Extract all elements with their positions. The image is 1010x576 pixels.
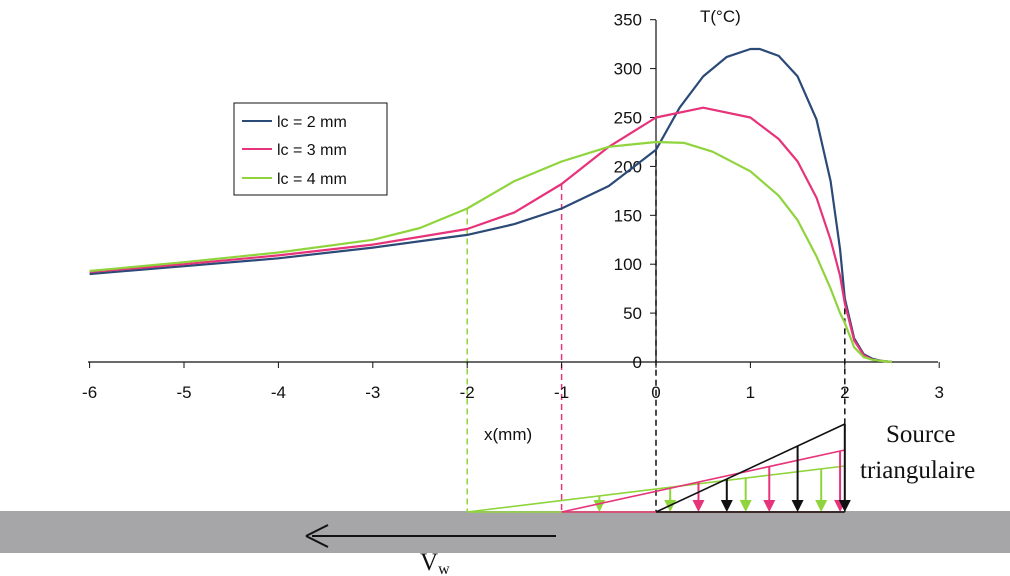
y-tick-label: 0: [633, 353, 642, 372]
x-ticks: -6 -5 -4 -3 -2 -1 0 1 2 3: [82, 362, 944, 402]
y-tick-label: 250: [614, 109, 642, 128]
source-label-line1: Source: [886, 421, 955, 448]
y-tick-label: 50: [623, 304, 642, 323]
velocity-label-main: V: [420, 549, 438, 576]
x-tick-label: -2: [460, 383, 475, 402]
source-arrow-head: [791, 500, 804, 512]
source-arrow-head: [692, 500, 705, 512]
source-arrow-head: [763, 500, 776, 512]
velocity-label: Vw: [420, 549, 450, 576]
source-arrow-head: [739, 500, 752, 512]
y-tick-label: 350: [614, 11, 642, 30]
series-line-1: [89, 47, 893, 364]
source-hypotenuse-line: [561, 449, 845, 513]
velocity-arrow-head: [305, 524, 329, 548]
source-arrow-head: [720, 500, 733, 512]
y-ticks: 0 50 100 150 200 250 300 350: [614, 11, 656, 372]
velocity-arrow: [305, 524, 556, 548]
y-tick-label: 300: [614, 60, 642, 79]
legend-label-lc4: lc = 4 mm: [277, 171, 347, 188]
x-tick-label: -4: [271, 383, 286, 402]
x-tick-label: -1: [554, 383, 569, 402]
y-axis-title: T(°C): [700, 7, 741, 26]
legend-label-lc3: lc = 3 mm: [277, 142, 347, 159]
velocity-label-subscript: w: [438, 561, 450, 576]
y-tick-label: 150: [614, 206, 642, 225]
series-line-2: [89, 106, 893, 364]
x-tick-label: 3: [934, 383, 943, 402]
series-lines: [89, 47, 893, 364]
source-arrow-head: [593, 500, 606, 512]
source-label-line2: triangulaire: [860, 457, 975, 484]
x-tick-label: 0: [651, 383, 660, 402]
y-tick-label: 100: [614, 255, 642, 274]
source-hypotenuse-line: [655, 423, 846, 513]
legend-label-lc2: lc = 2 mm: [277, 114, 347, 131]
series-line-3: [89, 140, 893, 364]
y-tick-label: 200: [614, 157, 642, 176]
x-tick-label: -5: [176, 383, 191, 402]
x-tick-label: -3: [365, 383, 380, 402]
x-tick-label: -6: [82, 383, 97, 402]
axes: [88, 20, 938, 363]
legend: lc = 2 mm lc = 3 mm lc = 4 mm: [233, 102, 388, 196]
x-tick-label: 2: [840, 383, 849, 402]
source-arrow-head: [815, 500, 828, 512]
x-axis-title: x(mm): [484, 425, 532, 444]
source-distributions: [467, 423, 851, 513]
workpiece-band: [0, 511, 1010, 553]
x-tick-label: 1: [746, 383, 755, 402]
source-hypotenuse-line: [467, 465, 845, 513]
source-arrow-head: [838, 500, 851, 512]
